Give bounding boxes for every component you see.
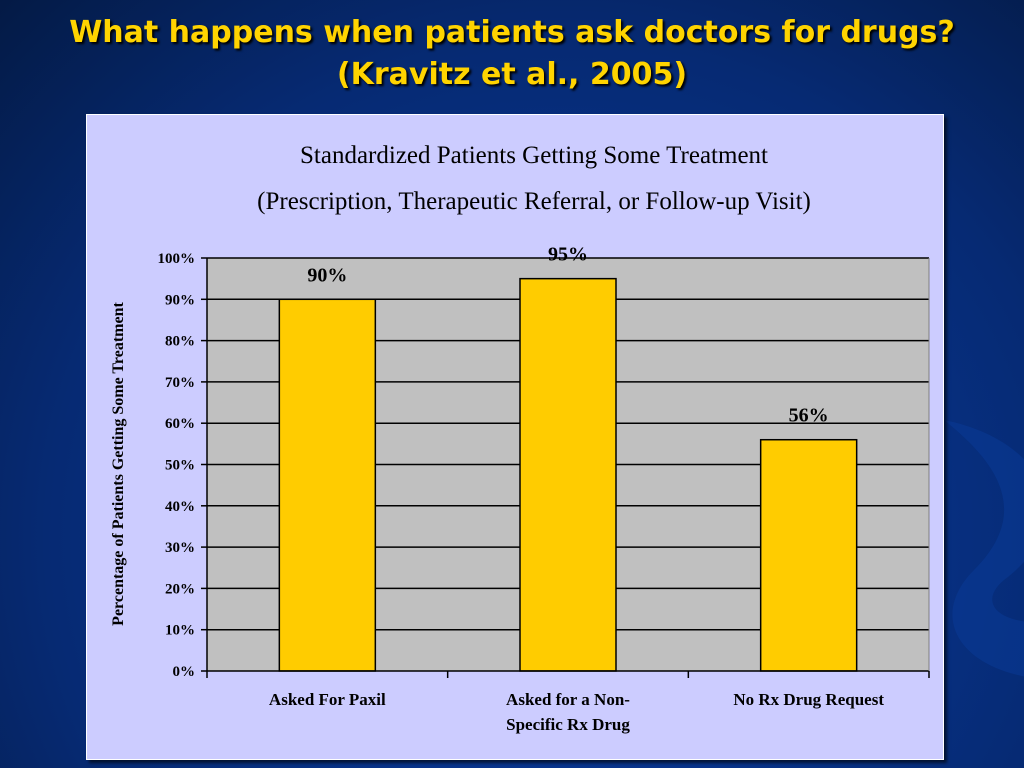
slide-title-line2: (Kravitz et al., 2005) [336, 57, 688, 92]
x-category-line: Specific Rx Drug [506, 715, 630, 734]
x-category-line: Asked For Paxil [269, 690, 386, 709]
y-tick-label: 40% [165, 499, 195, 515]
chart-subtitle: (Prescription, Therapeutic Referral, or … [257, 188, 811, 215]
data-label: 95% [548, 244, 588, 266]
bar [759, 438, 858, 672]
y-tick-label: 30% [165, 540, 195, 556]
chart-title: Standardized Patients Getting Some Treat… [300, 142, 768, 169]
y-tick-label: 90% [165, 292, 195, 308]
x-category-label: No Rx Drug Request [733, 690, 884, 709]
slide-title: What happens when patients ask doctors f… [0, 12, 1024, 96]
y-tick-label: 60% [165, 416, 195, 432]
bars [278, 277, 858, 672]
bar [278, 298, 377, 672]
bar [519, 277, 617, 672]
y-tick-label: 70% [165, 375, 195, 391]
slide-title-line1: What happens when patients ask doctors f… [69, 15, 955, 50]
y-tick-label: 100% [158, 251, 196, 267]
x-category-label: Asked for a Non- Specific Rx Drug [506, 690, 630, 734]
x-categories: Asked For Paxil Asked for a Non- Specific … [269, 690, 884, 734]
data-label: 56% [789, 405, 829, 427]
data-label: 90% [307, 264, 347, 286]
decorative-swoosh [944, 420, 1024, 677]
x-category-line: Asked for a Non- [506, 690, 630, 709]
y-tick-label: 50% [165, 458, 195, 474]
data-labels: 90% 95% 56% [307, 244, 828, 427]
y-axis-label: Percentage of Patients Getting Some Trea… [110, 302, 127, 626]
chart-panel: Standardized Patients Getting Some Treat… [86, 114, 944, 760]
y-tick-label: 0% [173, 664, 196, 680]
x-category-label: Asked For Paxil [269, 690, 386, 709]
y-tick-label: 20% [165, 581, 195, 597]
x-category-line: No Rx Drug Request [733, 690, 884, 709]
y-tick-label: 10% [165, 623, 195, 639]
bar-chart: Standardized Patients Getting Some Treat… [110, 142, 930, 734]
y-tick-label: 80% [165, 334, 195, 350]
y-ticks: 0% 10% 20% 30% 40% 50% 60% 70% 80% 90% 100% [158, 251, 207, 680]
